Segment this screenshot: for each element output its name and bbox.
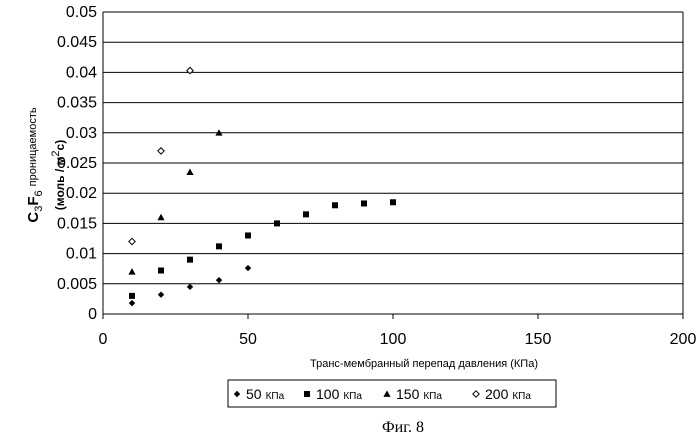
legend-series-name: 100 — [316, 386, 340, 402]
data-point — [216, 243, 222, 249]
x-tick-label: 100 — [380, 331, 407, 348]
y-label-word: проницаемость — [27, 107, 39, 186]
y-units-prefix: (моль / м — [53, 156, 67, 210]
y-label-formula-c: C — [25, 212, 42, 223]
x-axis-label: Транс-мембранный перепад давления (КПа) — [310, 358, 538, 370]
y-tick-label: 0 — [88, 306, 97, 323]
data-point — [129, 300, 135, 306]
data-point — [187, 284, 193, 290]
y-units-suffix: с) — [53, 140, 67, 151]
y-tick-label: 0.04 — [66, 64, 97, 81]
legend-series-unit: КПа — [512, 391, 531, 402]
legend-series-unit: КПа — [266, 391, 285, 402]
legend-series-unit: КПа — [343, 391, 362, 402]
y-tick-label: 0.005 — [57, 276, 97, 293]
data-point — [216, 277, 222, 283]
svg-text:C3F6проницаемость: C3F6проницаемость — [25, 107, 45, 222]
x-tick-labels: 0 50 100 150 200 — [99, 331, 697, 348]
figure-caption: Фиг. 8 — [382, 419, 424, 436]
x-tick-label: 200 — [670, 331, 697, 348]
data-point — [361, 200, 367, 206]
data-point — [129, 293, 135, 299]
y-tick-label: 0.015 — [57, 215, 97, 232]
legend-series-unit: КПа — [423, 391, 442, 402]
x-tick-label: 150 — [525, 331, 552, 348]
y-tick-label: 0.035 — [57, 95, 97, 112]
data-point — [129, 238, 135, 244]
legend-series-name: 50 — [246, 386, 262, 402]
legend-series-name: 150 — [396, 386, 420, 402]
y-label-formula-sub2: 6 — [33, 190, 45, 196]
legend-series-name: 200 — [485, 386, 509, 402]
data-point — [157, 214, 164, 220]
axes — [103, 12, 683, 319]
svg-text:(моль / м2с): (моль / м2с) — [50, 140, 67, 210]
y-tick-label: 0.05 — [66, 4, 97, 21]
data-point — [274, 220, 280, 226]
horizontal-gridlines — [103, 12, 683, 284]
data-points — [128, 67, 396, 306]
x-tick-label: 50 — [239, 331, 257, 348]
y-axis-label: C3F6проницаемость — [25, 107, 45, 222]
y-tick-label: 0.03 — [66, 125, 97, 142]
data-point — [245, 265, 251, 271]
data-point — [158, 291, 164, 297]
x-tick-label: 0 — [99, 331, 108, 348]
data-point — [245, 232, 251, 238]
y-tick-label: 0.045 — [57, 34, 97, 51]
data-point — [186, 168, 193, 174]
data-point — [158, 268, 164, 274]
legend: 50КПа100КПа150КПа200КПа — [228, 380, 556, 407]
data-point — [158, 148, 164, 154]
data-point — [390, 199, 396, 205]
data-point — [187, 257, 193, 263]
y-label-formula-f: F — [25, 196, 42, 205]
y-tick-label: 0.02 — [66, 185, 97, 202]
y-axis-units: (моль / м2с) — [50, 140, 67, 210]
y-tick-label: 0.01 — [66, 246, 97, 263]
data-point — [128, 268, 135, 274]
data-point — [332, 202, 338, 208]
legend-marker — [304, 391, 310, 397]
data-point — [303, 211, 309, 217]
